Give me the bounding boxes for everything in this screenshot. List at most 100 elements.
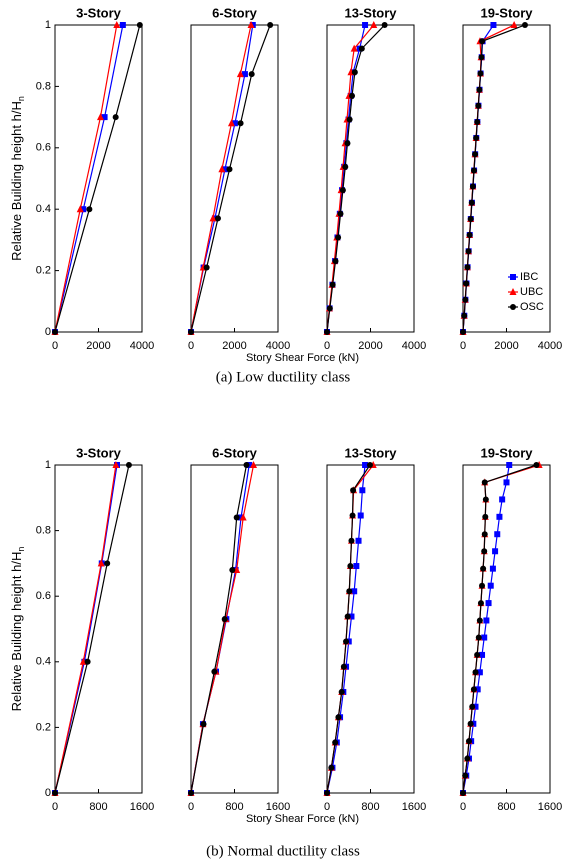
marker [483,617,490,624]
marker [478,54,485,61]
marker [328,764,335,771]
marker [496,513,503,520]
x-tick-label: 2000 [358,340,382,352]
marker [350,487,357,494]
marker [335,234,342,241]
marker [466,231,473,238]
caption: (b) Normal ductility class [206,843,360,859]
plot-frame [54,464,143,794]
x-tick-label: 2000 [494,340,518,352]
panel-title: 13-Story [344,5,397,20]
marker [474,686,481,693]
marker [481,531,488,538]
y-tick-label: 0.4 [36,203,51,215]
marker [324,790,330,796]
marker [227,119,235,127]
marker [52,329,58,335]
marker [509,288,517,295]
x-tick-label: 4000 [130,340,154,352]
marker [462,296,469,303]
y-tick-label: 0 [45,787,51,799]
marker [533,462,540,468]
marker [492,548,499,555]
marker [366,462,373,468]
marker [337,210,344,217]
legend-label: UBC [520,286,543,298]
marker [489,565,496,572]
plot-frame [326,464,415,794]
marker [479,38,486,45]
marker [481,548,488,555]
marker [359,487,366,494]
x-tick-label: 800 [225,801,243,813]
y-axis-label: Relative Building height h/Hn [9,96,26,261]
marker [84,658,91,665]
x-tick-label: 0 [324,340,330,352]
panel-title: 3-Story [76,445,122,460]
marker [214,215,221,222]
marker [119,22,126,28]
marker [343,638,350,645]
marker [475,102,482,109]
marker [335,714,342,721]
y-tick-label: 0.8 [36,80,51,92]
y-tick-label: 0.4 [36,656,51,668]
marker [510,274,516,280]
marker [460,329,466,335]
y-tick-label: 1 [45,19,51,31]
marker [357,512,364,519]
panel-title: 6-Story [212,5,258,20]
marker [370,21,378,28]
marker [76,205,84,213]
marker [349,512,356,519]
marker [231,120,238,127]
marker [97,559,105,567]
marker [347,563,354,570]
marker [349,92,356,99]
marker [494,531,501,538]
series-line [190,24,252,333]
marker [477,600,484,607]
marker [464,264,471,271]
marker [476,86,483,93]
marker [465,248,472,255]
marker [267,22,274,28]
marker [52,790,58,796]
marker [221,166,228,173]
marker [482,513,489,520]
marker [348,537,355,544]
marker [136,22,143,28]
marker [470,686,477,693]
caption: (a) Low ductility class [216,369,351,385]
marker [499,496,506,503]
x-tick-label: 0 [188,801,194,813]
marker [487,582,494,589]
y-tick-label: 0.6 [36,590,51,602]
x-tick-label: 4000 [402,340,426,352]
marker [481,634,488,641]
x-tick-label: 4000 [266,340,290,352]
marker [476,617,483,624]
marker [479,651,486,658]
marker [351,588,358,595]
series-line [190,24,271,333]
legend-label: IBC [520,271,538,283]
marker [510,304,516,310]
marker [462,772,469,779]
marker [112,461,120,468]
marker [346,116,353,123]
marker [221,616,228,623]
y-tick-label: 0.6 [36,142,51,154]
marker [362,22,369,28]
panel-title: 13-Story [344,445,397,460]
marker [358,45,365,52]
y-tick-label: 0 [45,326,51,338]
marker [340,663,347,670]
marker [477,70,484,77]
plot-frame [190,24,279,333]
plot-frame [190,464,279,794]
x-tick-label: 0 [324,801,330,813]
series-line [326,24,375,333]
marker [243,462,250,468]
series-line [326,24,386,333]
